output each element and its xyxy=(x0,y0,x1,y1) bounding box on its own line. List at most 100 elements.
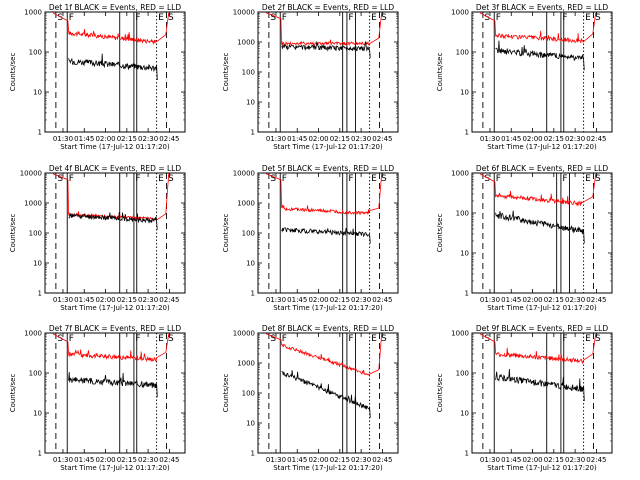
marker-label: E xyxy=(371,13,377,23)
y-tick-label: 1000 xyxy=(237,360,255,368)
marker-label: S xyxy=(57,334,63,344)
marker-label: S xyxy=(381,13,387,23)
marker-label: E xyxy=(158,334,164,344)
marker-label: E xyxy=(158,13,164,23)
x-tick-label: 01:45 xyxy=(501,135,521,143)
marker-label: E xyxy=(585,174,591,184)
y-tick-label: 1000 xyxy=(451,9,469,17)
y-tick-label: 100 xyxy=(29,230,42,238)
x-axis-label: Start Time (17-Jul-12 01:17:20) xyxy=(273,143,383,151)
chart-panel-2f: Det 2f BLACK = Events, RED = LLD 1 10 100 10… xyxy=(222,3,399,151)
marker-label: F xyxy=(135,13,140,23)
x-tick-label: 02:15 xyxy=(330,296,350,304)
marker-label: F xyxy=(348,13,353,23)
x-tick-label: 02:15 xyxy=(117,296,137,304)
marker-label: S xyxy=(168,334,174,344)
y-tick-label: 10000 xyxy=(233,330,255,338)
marker-label: F xyxy=(562,174,567,184)
x-tick-label: 02:00 xyxy=(308,296,328,304)
chart-title: Det 2f BLACK = Events, RED = LLD xyxy=(262,3,395,12)
x-tick-label: 02:00 xyxy=(522,135,542,143)
x-tick-label: 01:30 xyxy=(266,135,286,143)
y-axis-label: Counts/sec xyxy=(222,214,230,253)
y-axis-label: Counts/sec xyxy=(436,374,444,413)
plot-frame xyxy=(44,172,186,294)
marker-label: F xyxy=(135,334,140,344)
x-tick-label: 01:45 xyxy=(287,135,307,143)
x-tick-label: 02:00 xyxy=(522,456,542,464)
x-tick-label: 02:00 xyxy=(308,456,328,464)
marker-label: S xyxy=(270,334,276,344)
x-tick-label: 02:30 xyxy=(565,296,585,304)
y-tick-label: 1000 xyxy=(237,200,255,208)
x-axis-label: Start Time (17-Jul-12 01:17:20) xyxy=(487,464,597,472)
x-tick-label: 01:30 xyxy=(480,296,500,304)
y-tick-label: 1 xyxy=(38,450,42,458)
series-lld-line xyxy=(265,333,383,377)
marker-label: S xyxy=(381,174,387,184)
y-tick-label: 10 xyxy=(246,99,255,107)
chart-panel-6f: Det 6f BLACK = Events, RED = LLD 1 10 100 10… xyxy=(436,164,613,312)
marker-label: F xyxy=(562,13,567,23)
y-tick-label: 10000 xyxy=(20,170,42,178)
x-tick-label: 01:45 xyxy=(501,456,521,464)
series-lld-line xyxy=(265,12,383,47)
marker-label: F xyxy=(282,174,287,184)
y-tick-label: 10000 xyxy=(233,170,255,178)
y-tick-label: 10 xyxy=(33,260,42,268)
marker-label: F xyxy=(282,334,287,344)
x-tick-label: 02:30 xyxy=(351,135,371,143)
marker-label: F xyxy=(348,174,353,184)
marker-label: F xyxy=(135,174,140,184)
chart-panel-9f: Det 9f BLACK = Events, RED = LLD 1 10 100 10… xyxy=(436,324,613,472)
x-tick-label: 02:00 xyxy=(95,296,115,304)
x-tick-label: 02:15 xyxy=(117,135,137,143)
series-events-line xyxy=(495,368,585,402)
y-tick-label: 100 xyxy=(242,69,255,77)
x-tick-label: 02:45 xyxy=(159,296,179,304)
y-tick-label: 10 xyxy=(33,89,42,97)
x-tick-label: 02:15 xyxy=(544,456,564,464)
y-tick-label: 10 xyxy=(460,89,469,97)
marker-label: S xyxy=(168,174,174,184)
series-events-line xyxy=(281,370,371,418)
x-tick-label: 02:30 xyxy=(138,456,158,464)
y-tick-label: 1 xyxy=(38,290,42,298)
series-events-line xyxy=(68,53,158,81)
x-axis-label: Start Time (17-Jul-12 01:17:20) xyxy=(60,304,170,312)
y-tick-label: 10 xyxy=(33,410,42,418)
chart-panel-1f: Det 1f BLACK = Events, RED = LLD 1 10 100 10… xyxy=(9,3,186,151)
x-axis-label: Start Time (17-Jul-12 01:17:20) xyxy=(60,464,170,472)
chart-title: Det 6f BLACK = Events, RED = LLD xyxy=(476,164,609,173)
y-tick-label: 100 xyxy=(456,49,469,57)
y-tick-label: 100 xyxy=(242,230,255,238)
x-tick-label: 02:45 xyxy=(586,296,606,304)
x-tick-label: 02:45 xyxy=(159,456,179,464)
series-lld-line xyxy=(479,12,597,44)
y-tick-label: 10 xyxy=(246,260,255,268)
series-lld-line xyxy=(479,333,597,365)
marker-label: S xyxy=(484,13,490,23)
y-tick-label: 10 xyxy=(460,410,469,418)
series-events-line xyxy=(68,212,158,230)
y-axis-label: Counts/sec xyxy=(9,214,17,253)
x-tick-label: 02:45 xyxy=(586,135,606,143)
y-axis-label: Counts/sec xyxy=(9,374,17,413)
series-lld-line xyxy=(265,173,383,216)
x-tick-label: 02:30 xyxy=(565,135,585,143)
marker-label: E xyxy=(371,334,377,344)
marker-label: S xyxy=(595,13,601,23)
marker-label: F xyxy=(496,334,501,344)
plot-frame xyxy=(257,332,399,454)
x-tick-label: 02:15 xyxy=(330,456,350,464)
chart-title: Det 9f BLACK = Events, RED = LLD xyxy=(476,324,609,333)
x-tick-label: 01:30 xyxy=(480,135,500,143)
y-tick-label: 1000 xyxy=(24,330,42,338)
x-tick-label: 02:00 xyxy=(308,135,328,143)
plot-frame xyxy=(471,172,613,294)
plot-frame xyxy=(257,11,399,133)
x-tick-label: 02:00 xyxy=(95,456,115,464)
marker-label: S xyxy=(57,174,63,184)
y-tick-label: 1 xyxy=(251,290,255,298)
y-tick-label: 1 xyxy=(251,129,255,137)
